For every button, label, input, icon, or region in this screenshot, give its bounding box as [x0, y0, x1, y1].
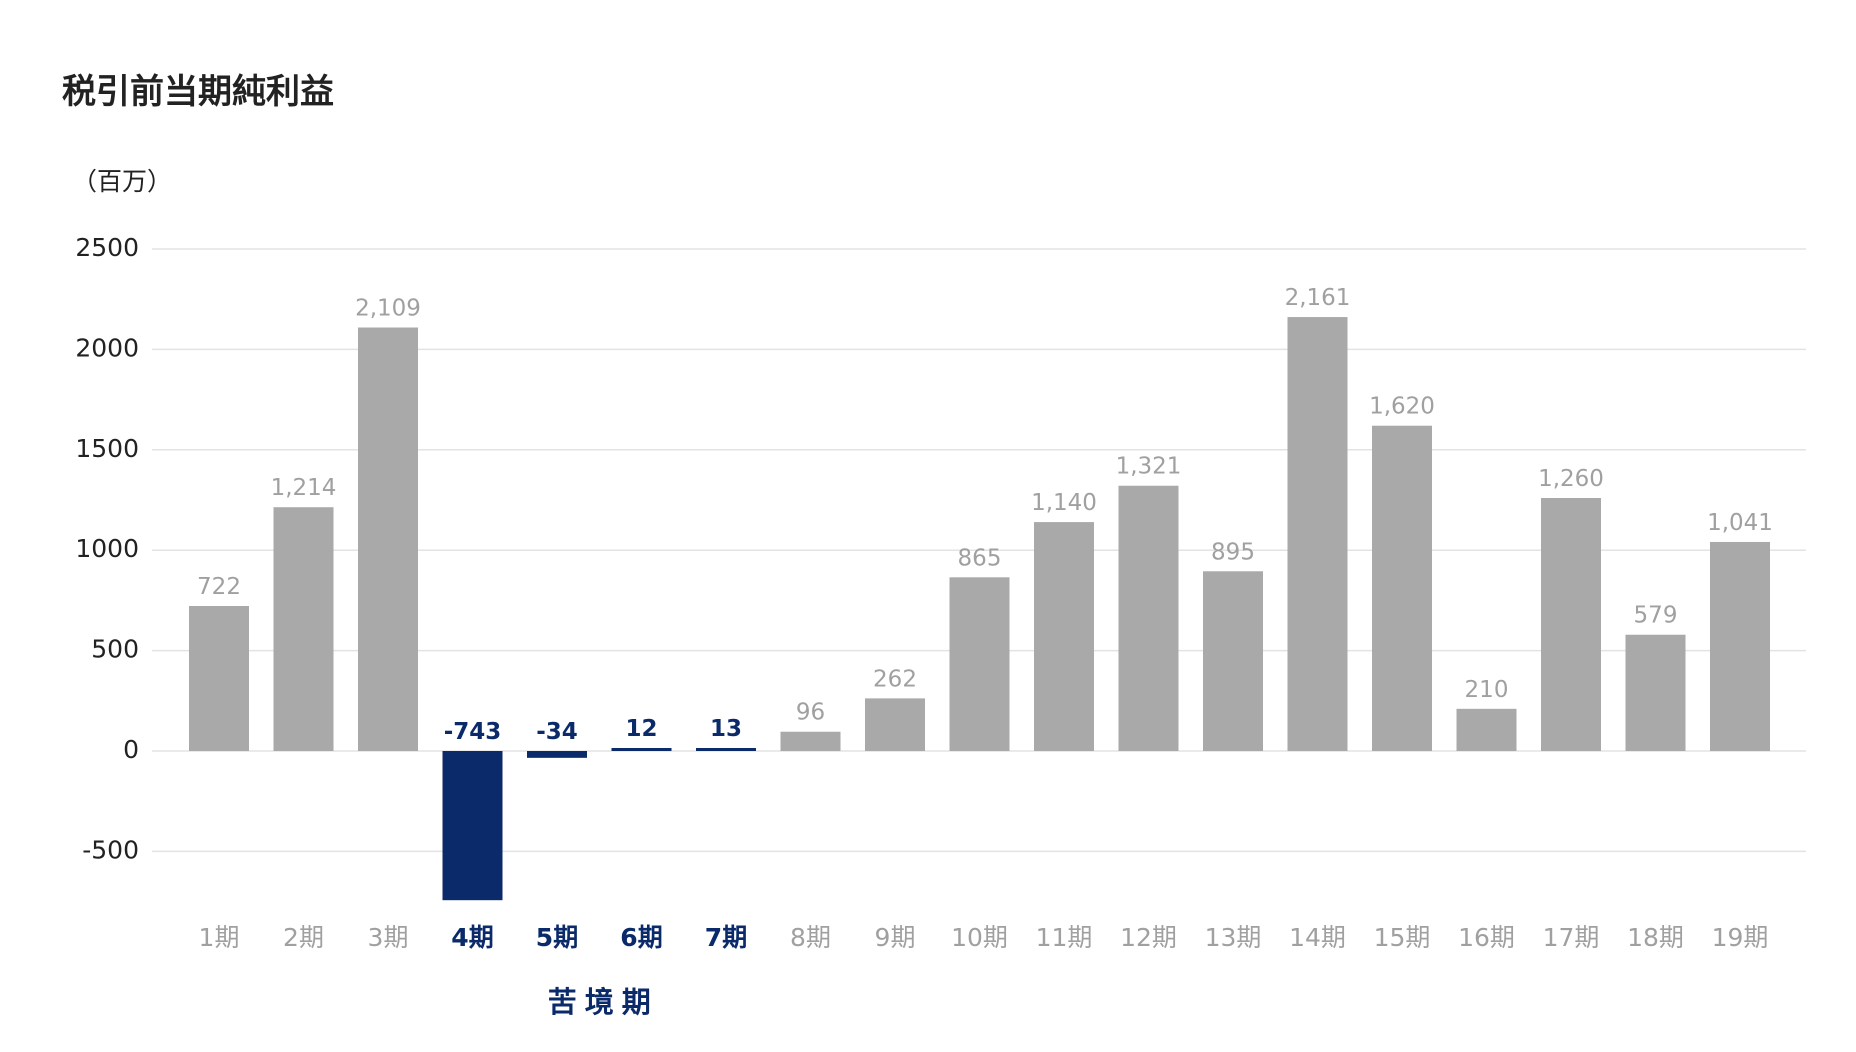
bar	[865, 698, 925, 751]
x-tick-label: 1期	[199, 923, 240, 952]
chart-title: 税引前当期純利益	[62, 72, 334, 112]
x-tick-label: 17期	[1543, 923, 1600, 952]
x-tick-label: 2期	[283, 923, 324, 952]
data-label: 12	[625, 716, 657, 742]
data-label: 579	[1634, 603, 1678, 629]
x-tick-label: 15期	[1374, 923, 1431, 952]
x-tick-label: 13期	[1205, 923, 1262, 952]
x-tick-label: 18期	[1627, 923, 1684, 952]
data-label: 1,214	[271, 475, 337, 501]
y-tick-label: 2000	[75, 333, 139, 362]
bar	[189, 606, 249, 751]
y-axis-unit-label: （百万）	[72, 167, 173, 196]
bar	[527, 751, 587, 758]
y-tick-label: 1000	[75, 534, 139, 563]
x-tick-label: 6期	[620, 923, 662, 952]
bar	[1625, 634, 1686, 751]
data-label: 13	[710, 716, 742, 742]
bar	[358, 327, 418, 751]
data-labels: 722 1,214 2,109 -743 -34 12 13 96 262 865 1,140 1,3…	[197, 285, 1773, 745]
bar	[1541, 497, 1601, 751]
y-tick-label: 2500	[75, 233, 139, 262]
y-tick-label: 500	[91, 635, 139, 664]
x-tick-label: 3期	[368, 923, 409, 952]
x-tick-label: 9期	[875, 923, 916, 952]
bar	[1203, 571, 1263, 751]
bar	[273, 507, 334, 751]
x-axis-ticks: 1期 2期 3期 4期 5期 6期 7期 8期 9期 10期 11期 12期 13期 14期 15期 16期 1…	[199, 923, 1769, 952]
bar	[696, 748, 756, 751]
x-tick-label: 7期	[705, 923, 747, 952]
x-tick-label: 10期	[951, 923, 1008, 952]
bar	[442, 751, 503, 901]
data-label: 1,041	[1707, 510, 1773, 536]
y-tick-label: 0	[123, 735, 139, 764]
bar	[1710, 541, 1770, 751]
x-tick-label: 19期	[1712, 923, 1769, 952]
x-tick-label: 14期	[1289, 923, 1346, 952]
x-tick-label: 16期	[1458, 923, 1515, 952]
bar	[780, 731, 841, 751]
data-label: 1,321	[1116, 454, 1182, 480]
data-label: 1,140	[1031, 490, 1097, 516]
data-label: 2,109	[355, 296, 421, 322]
data-label: 262	[873, 666, 917, 692]
x-tick-label: 5期	[536, 923, 578, 952]
data-label: 210	[1465, 677, 1509, 703]
y-axis-ticks: 2500 2000 1500 1000 500 0 -500	[75, 233, 139, 864]
data-label: -743	[444, 719, 502, 745]
y-tick-label: 1500	[75, 434, 139, 463]
grid-layer	[152, 248, 1806, 853]
data-label: 895	[1211, 539, 1255, 565]
bar	[949, 577, 1010, 751]
x-tick-label: 8期	[790, 923, 831, 952]
bar	[1118, 485, 1179, 751]
data-label: -34	[536, 719, 578, 745]
data-label: 722	[197, 574, 241, 600]
y-tick-label: -500	[82, 835, 139, 864]
data-label: 96	[796, 700, 825, 726]
x-tick-label: 4期	[451, 923, 493, 952]
bar	[1372, 425, 1432, 751]
data-label: 1,260	[1538, 466, 1604, 492]
bars	[189, 317, 1770, 901]
data-label: 1,620	[1369, 394, 1435, 420]
hardship-period-annotation: 苦境期	[548, 985, 659, 1019]
x-tick-label: 11期	[1036, 923, 1093, 952]
data-label: 865	[958, 545, 1002, 571]
x-tick-label: 12期	[1120, 923, 1177, 952]
data-label: 2,161	[1285, 285, 1351, 311]
bar	[1456, 708, 1517, 751]
bar	[611, 748, 672, 751]
bar	[1034, 522, 1094, 751]
bar	[1287, 317, 1348, 751]
